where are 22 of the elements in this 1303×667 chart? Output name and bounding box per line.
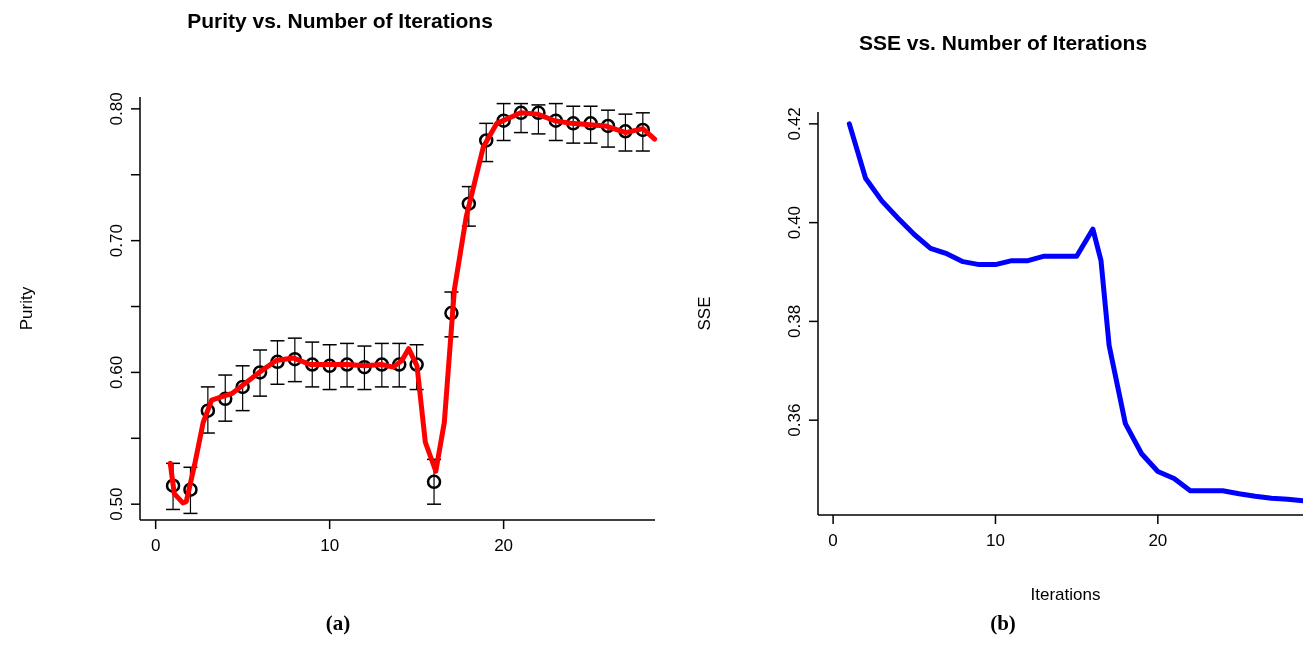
text: (a) [325,611,351,635]
y-tick-label: 0.38 [785,304,804,338]
y-tick-label: 0.60 [107,355,126,389]
x-tick-label: 10 [320,536,340,555]
x-axis-title: Iterations [1030,585,1101,604]
y-tick-label: 0.70 [107,224,126,258]
y-tick-label: 0.40 [785,206,804,240]
y-axis-title: SSE [695,296,714,331]
x-tick-label: 0 [828,531,838,550]
text: (b) [990,611,1016,635]
x-tick-label: 20 [494,536,514,555]
y-tick-label: 0.50 [107,487,126,521]
chart-title: Purity vs. Number of Iterations [187,9,493,32]
y-tick-label: 0.80 [107,92,126,126]
y-tick-label: 0.42 [785,107,804,141]
point [426,474,442,490]
chart-title: SSE vs. Number of Iterations [858,31,1148,54]
y-axis-title: Purity [17,286,36,331]
x-tick-label: 20 [1148,531,1168,550]
y-tick-label: 0.36 [785,403,804,437]
x-tick-label: 10 [986,531,1005,550]
x-tick-label: 0 [150,536,161,555]
